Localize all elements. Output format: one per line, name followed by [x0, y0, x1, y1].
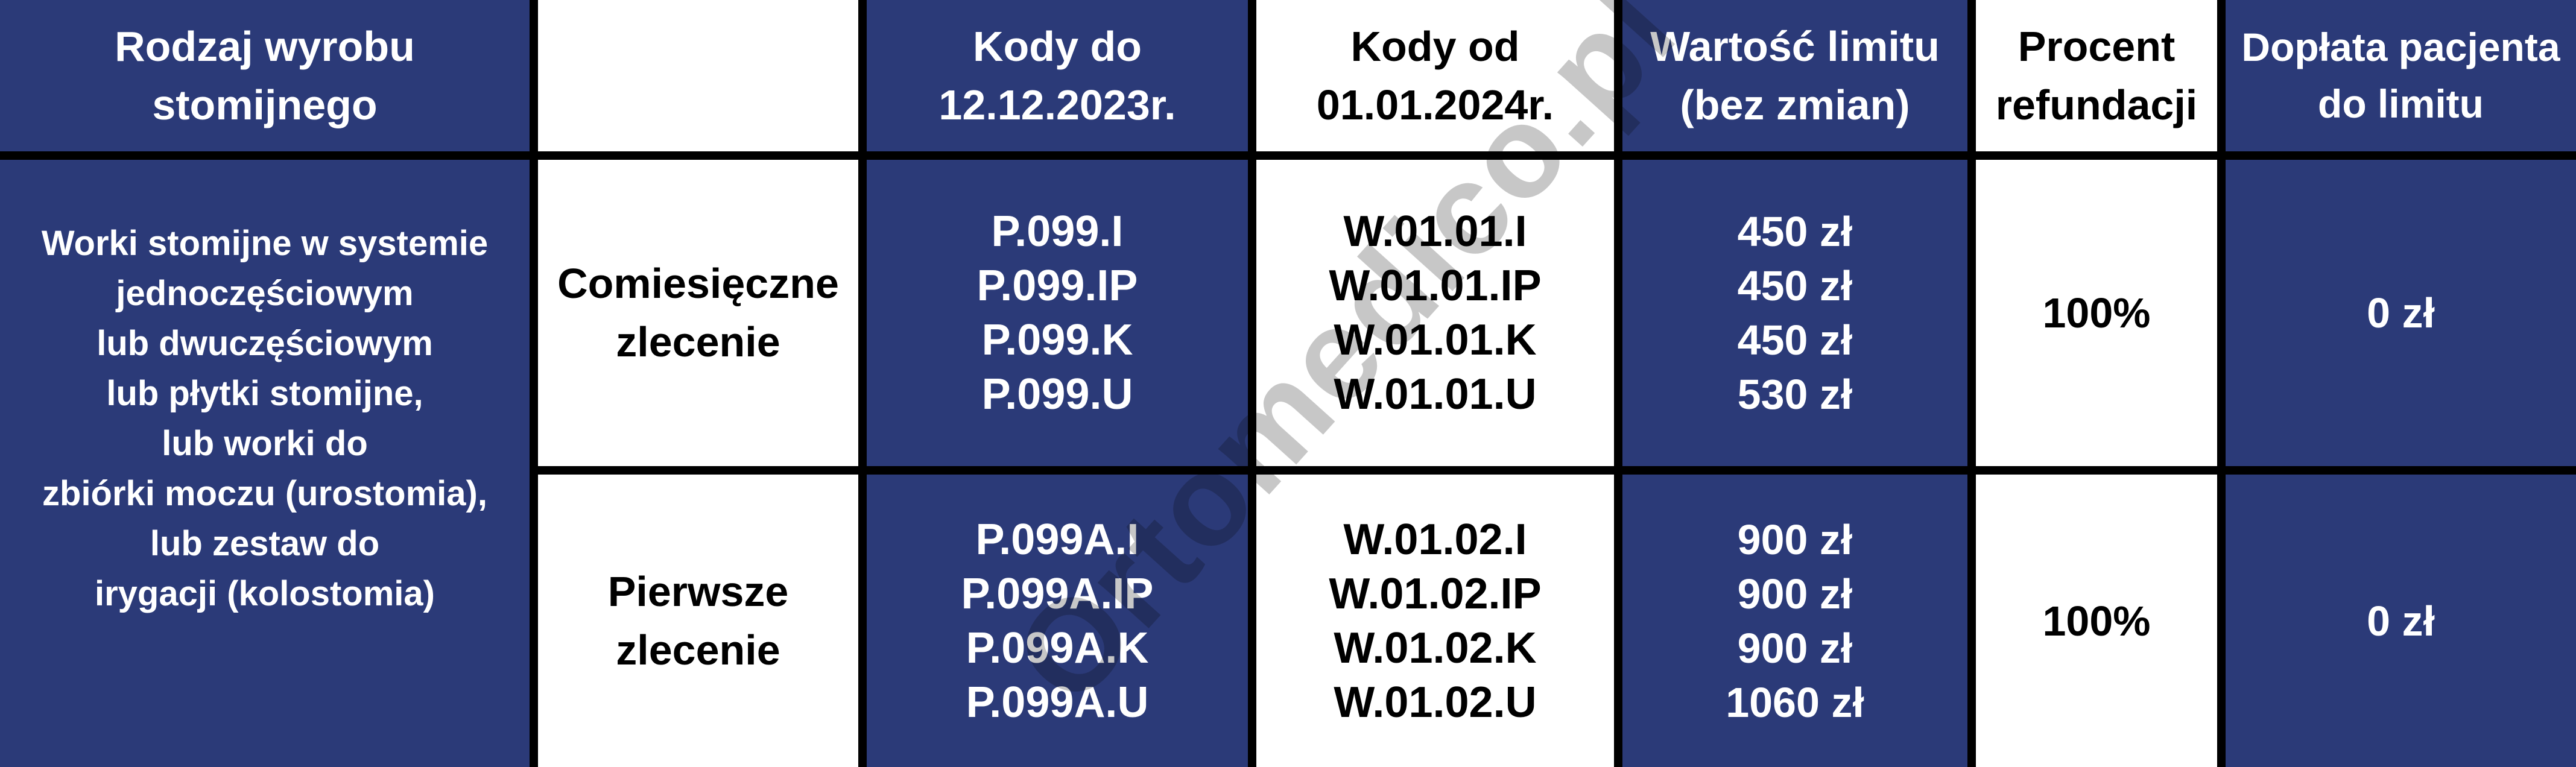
- header-product-type: Rodzaj wyrobu stomijnego: [0, 0, 530, 151]
- cell-row1-order-type: Comiesięczne zlecenie: [538, 160, 858, 466]
- header-limit-value: Wartość limitu (bez zmian): [1622, 0, 1967, 151]
- cell-row2-order-type: Pierwsze zlecenie: [538, 475, 858, 767]
- cell-row1-codes-new: W.01.01.I W.01.01.IP W.01.01.K W.01.01.U: [1256, 160, 1614, 466]
- cell-row2-patient-copay: 0 zł: [2226, 475, 2576, 767]
- header-refund-percent: Procent refundacji: [1976, 0, 2217, 151]
- header-empty: [538, 0, 858, 151]
- cell-row2-codes-new: W.01.02.I W.01.02.IP W.01.02.K W.01.02.U: [1256, 475, 1614, 767]
- cell-row1-limit-values: 450 zł 450 zł 450 zł 530 zł: [1622, 160, 1967, 466]
- cell-product-group: Worki stomijne w systemie jednoczęściowy…: [0, 160, 530, 767]
- cell-row1-refund-percent: 100%: [1976, 160, 2217, 466]
- header-codes-old: Kody do 12.12.2023r.: [867, 0, 1248, 151]
- cell-row1-codes-old: P.099.I P.099.IP P.099.K P.099.U: [867, 160, 1248, 466]
- cell-row2-codes-old: P.099A.I P.099A.IP P.099A.K P.099A.U: [867, 475, 1248, 767]
- cell-row2-refund-percent: 100%: [1976, 475, 2217, 767]
- header-codes-new: Kody od 01.01.2024r.: [1256, 0, 1614, 151]
- cell-row2-limit-values: 900 zł 900 zł 900 zł 1060 zł: [1622, 475, 1967, 767]
- header-patient-copay: Dopłata pacjenta do limitu: [2226, 0, 2576, 151]
- cell-row1-patient-copay: 0 zł: [2226, 160, 2576, 466]
